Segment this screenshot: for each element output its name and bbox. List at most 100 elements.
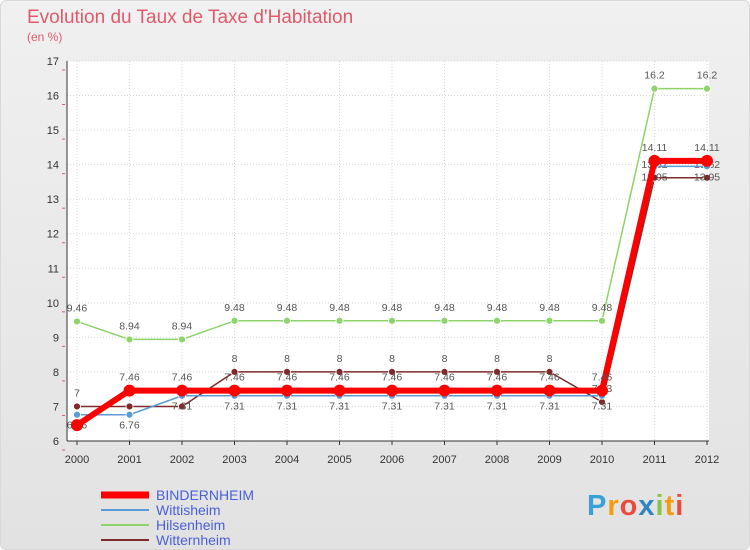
data-point[interactable] (491, 384, 503, 397)
x-tick-label: 2002 (170, 454, 194, 466)
data-label: 8.94 (172, 320, 193, 332)
data-point[interactable] (283, 368, 291, 376)
proxiti-logo: Proxiti (587, 490, 685, 522)
data-point[interactable] (123, 384, 136, 397)
data-label: 13.95 (694, 171, 720, 183)
data-label: 9.48 (224, 302, 245, 314)
data-label: 9.48 (539, 302, 560, 314)
data-label: 8 (547, 353, 553, 365)
data-point[interactable] (178, 335, 186, 344)
data-point[interactable] (543, 384, 556, 397)
data-label: 7.31 (382, 401, 403, 413)
data-label: 8.94 (119, 320, 140, 332)
data-point[interactable] (125, 402, 134, 411)
data-label: 14.11 (642, 142, 668, 154)
data-point[interactable] (545, 316, 554, 325)
data-label: 7.31 (592, 401, 613, 413)
data-label: 7.31 (434, 401, 455, 413)
data-label: 8 (442, 353, 448, 365)
data-label: 9.48 (382, 302, 403, 314)
data-point[interactable] (176, 384, 188, 397)
legend-label: BINDERNHEIM (156, 487, 254, 503)
x-tick-label: 2012 (695, 454, 719, 466)
data-point[interactable] (73, 410, 81, 419)
data-point[interactable] (388, 368, 396, 376)
x-tick-label: 2000 (65, 454, 89, 466)
x-tick-label: 2006 (380, 454, 404, 466)
y-tick-label: 7 (53, 401, 59, 413)
x-tick-label: 2011 (643, 454, 667, 466)
data-point[interactable] (438, 384, 451, 397)
data-label: 7.31 (172, 401, 193, 413)
y-tick-label: 8 (53, 367, 59, 379)
data-label: 7.46 (329, 372, 350, 384)
x-tick-label: 2010 (590, 454, 614, 466)
data-label: 8 (337, 353, 343, 365)
y-tick-label: 17 (47, 56, 59, 68)
y-tick-label: 16 (47, 91, 59, 103)
x-tick-label: 2001 (117, 454, 141, 466)
data-label: 9.48 (434, 302, 455, 314)
data-label: 16.2 (697, 70, 718, 82)
data-point[interactable] (178, 402, 186, 411)
data-point[interactable] (493, 368, 501, 376)
data-label: 9.46 (67, 302, 88, 314)
data-point[interactable] (230, 316, 239, 325)
data-point[interactable] (73, 317, 81, 326)
data-label: 16.2 (644, 70, 665, 82)
chart-title: Evolution du Taux de Taxe d'Habitation (27, 7, 354, 28)
data-point[interactable] (283, 316, 291, 325)
data-point[interactable] (598, 316, 606, 325)
data-point[interactable] (228, 384, 241, 397)
chart-unit: (en %) (27, 30, 63, 44)
data-point[interactable] (545, 368, 554, 376)
data-label: 14.11 (694, 142, 720, 154)
data-point[interactable] (440, 368, 449, 376)
data-point[interactable] (703, 84, 711, 93)
data-point[interactable] (71, 419, 83, 432)
data-label: 7.31 (539, 401, 560, 413)
data-point[interactable] (125, 335, 134, 344)
data-point[interactable] (440, 316, 449, 325)
data-point[interactable] (386, 384, 398, 397)
y-tick-label: 11 (48, 263, 59, 275)
data-label: 7.46 (592, 372, 613, 384)
y-tick-label: 6 (53, 436, 59, 448)
legend-label: Hilsenheim (156, 517, 225, 533)
data-point[interactable] (650, 84, 659, 93)
data-point[interactable] (335, 368, 344, 376)
data-label: 7.46 (172, 372, 193, 384)
y-tick-label: 13 (47, 194, 59, 206)
data-label: 7.31 (329, 401, 350, 413)
data-label: 6.76 (119, 420, 140, 432)
plot-area (67, 61, 709, 441)
data-point[interactable] (333, 384, 346, 397)
data-point[interactable] (335, 316, 344, 325)
data-label: 7.31 (224, 401, 245, 413)
data-label: 7.46 (382, 372, 403, 384)
data-label: 8 (494, 353, 500, 365)
x-tick-label: 2009 (537, 454, 561, 466)
x-tick-label: 2008 (485, 454, 509, 466)
data-point[interactable] (493, 316, 501, 325)
x-tick-label: 2007 (432, 454, 456, 466)
data-label: 7 (74, 387, 80, 399)
data-point[interactable] (701, 154, 713, 167)
data-point[interactable] (73, 402, 81, 411)
data-point[interactable] (703, 173, 711, 182)
x-tick-label: 2003 (222, 454, 246, 466)
y-tick-label: 12 (47, 229, 59, 241)
legend-label: Witternheim (156, 532, 231, 548)
data-label: 7.46 (224, 372, 245, 384)
data-label: 9.48 (592, 302, 613, 314)
data-point[interactable] (648, 154, 661, 167)
data-point[interactable] (388, 316, 396, 325)
data-label: 8 (232, 353, 238, 365)
data-point[interactable] (596, 384, 608, 397)
data-label: 9.48 (487, 302, 508, 314)
data-point[interactable] (125, 410, 134, 419)
data-label: 7.31 (277, 401, 298, 413)
data-point[interactable] (230, 368, 239, 376)
data-point[interactable] (281, 384, 293, 397)
